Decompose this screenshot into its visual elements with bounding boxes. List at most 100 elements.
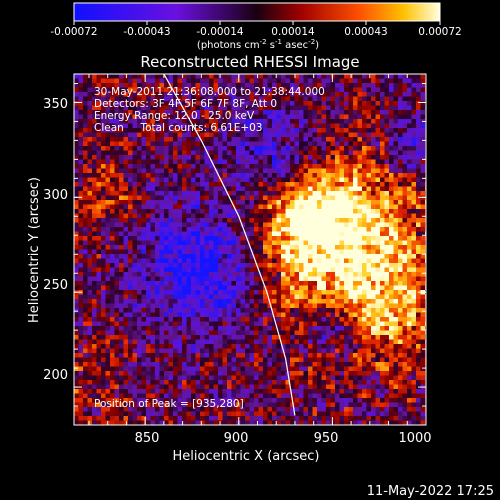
image-pixel	[276, 317, 282, 322]
image-pixel	[317, 159, 322, 165]
image-pixel	[285, 150, 291, 156]
image-pixel	[150, 303, 156, 309]
image-pixel	[164, 213, 169, 219]
image-pixel	[317, 344, 322, 349]
image-pixel	[308, 222, 313, 228]
image-pixel	[290, 150, 295, 156]
image-pixel	[339, 114, 345, 120]
image-pixel	[128, 348, 133, 354]
image-pixel	[105, 164, 111, 169]
image-pixel	[96, 74, 102, 79]
image-pixel	[290, 195, 295, 201]
image-pixel	[407, 222, 412, 228]
image-pixel	[168, 186, 174, 192]
image-pixel	[83, 357, 88, 363]
image-pixel	[411, 150, 417, 156]
image-pixel	[357, 173, 363, 178]
image-pixel	[285, 74, 291, 79]
image-pixel	[186, 141, 192, 147]
image-pixel	[389, 249, 394, 255]
image-pixel	[164, 321, 169, 327]
image-pixel	[258, 96, 264, 102]
image-pixel	[290, 105, 295, 111]
image-pixel	[294, 209, 300, 214]
image-pixel	[299, 245, 304, 250]
image-pixel	[254, 326, 259, 331]
image-pixel	[101, 141, 106, 147]
image-pixel	[348, 87, 354, 93]
image-pixel	[285, 245, 291, 250]
image-pixel	[231, 326, 237, 331]
image-pixel	[218, 294, 223, 300]
image-pixel	[119, 222, 124, 228]
image-pixel	[137, 92, 142, 97]
image-pixel	[132, 218, 138, 223]
image-pixel	[254, 177, 259, 183]
image-pixel	[416, 303, 421, 309]
image-pixel	[218, 272, 223, 277]
image-pixel	[371, 222, 376, 228]
image-pixel	[78, 110, 84, 115]
image-pixel	[164, 173, 169, 178]
image-pixel	[380, 254, 385, 259]
image-pixel	[344, 114, 349, 120]
image-pixel	[231, 114, 237, 120]
image-pixel	[344, 335, 349, 340]
image-pixel	[357, 344, 363, 349]
image-pixel	[249, 276, 255, 282]
image-pixel	[267, 317, 273, 322]
image-pixel	[321, 344, 327, 349]
image-pixel	[407, 290, 412, 295]
image-pixel	[245, 155, 250, 160]
image-pixel	[105, 101, 111, 106]
image-pixel	[182, 303, 187, 309]
image-pixel	[402, 294, 408, 300]
image-pixel	[195, 150, 201, 156]
image-pixel	[398, 87, 403, 93]
image-pixel	[281, 330, 286, 336]
image-pixel	[96, 267, 102, 273]
image-pixel	[74, 114, 79, 120]
image-pixel	[258, 218, 264, 223]
image-pixel	[263, 348, 268, 354]
image-pixel	[366, 245, 372, 250]
image-pixel	[159, 249, 165, 255]
image-pixel	[245, 200, 250, 205]
image-pixel	[240, 123, 246, 129]
image-pixel	[375, 254, 381, 259]
image-pixel	[267, 191, 273, 196]
image-pixel	[339, 92, 345, 97]
image-pixel	[254, 240, 259, 246]
image-pixel	[353, 195, 358, 201]
image-pixel	[321, 74, 327, 79]
image-pixel	[209, 74, 214, 79]
image-pixel	[267, 335, 273, 340]
image-pixel	[123, 177, 129, 183]
image-pixel	[357, 267, 363, 273]
image-pixel	[411, 200, 417, 205]
image-pixel	[186, 83, 192, 88]
image-pixel	[96, 308, 102, 313]
image-pixel	[240, 231, 246, 237]
image-pixel	[182, 281, 187, 286]
image-pixel	[330, 299, 336, 304]
image-pixel	[150, 182, 156, 187]
image-pixel	[348, 303, 354, 309]
image-pixel	[254, 281, 259, 286]
image-pixel	[393, 110, 399, 115]
image-pixel	[380, 285, 385, 291]
image-pixel	[366, 263, 372, 268]
image-pixel	[83, 200, 88, 205]
image-pixel	[168, 105, 174, 111]
image-pixel	[164, 303, 169, 309]
image-pixel	[272, 119, 277, 124]
image-pixel	[200, 177, 205, 183]
image-pixel	[150, 83, 156, 88]
image-pixel	[416, 74, 421, 79]
image-pixel	[146, 303, 151, 309]
image-pixel	[362, 276, 367, 282]
image-pixel	[294, 101, 300, 106]
image-pixel	[411, 339, 417, 345]
image-pixel	[285, 92, 291, 97]
image-pixel	[209, 348, 214, 354]
